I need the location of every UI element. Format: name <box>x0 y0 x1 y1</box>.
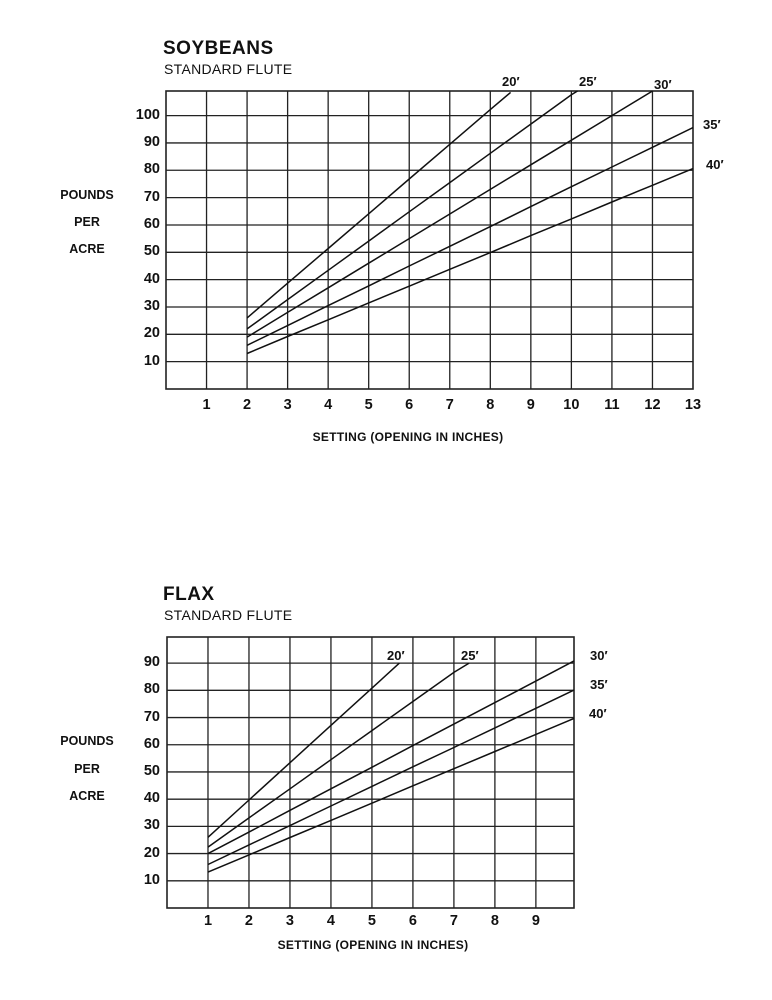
x-tick-label: 4 <box>326 913 335 929</box>
x-tick-label: 3 <box>285 913 294 929</box>
y-tick-label: 100 <box>135 106 160 123</box>
y-axis-label-line-3: ACRE <box>69 789 105 803</box>
series-line <box>246 91 512 319</box>
x-tick-label: 1 <box>203 913 213 929</box>
series-label: 35′ <box>703 117 721 132</box>
x-tick-label: 8 <box>490 913 499 929</box>
plot-frame <box>165 90 694 390</box>
series-line <box>246 90 653 338</box>
x-tick-label: 2 <box>243 397 252 413</box>
y-tick-label: 20 <box>143 844 160 861</box>
x-tick-label: 12 <box>644 397 661 413</box>
series-label: 40′ <box>589 706 607 721</box>
y-tick-label: 30 <box>143 297 160 314</box>
y-tick-label: 70 <box>143 188 160 205</box>
series-line <box>207 660 575 855</box>
y-tick-label: 10 <box>143 352 160 369</box>
y-tick-label: 50 <box>143 243 160 260</box>
series-label: 20′ <box>502 74 520 89</box>
y-tick-label: 90 <box>143 133 160 150</box>
x-tick-label: 6 <box>408 913 417 929</box>
x-tick-label: 7 <box>449 913 458 929</box>
chart-title: SOYBEANS <box>163 38 274 59</box>
series-line <box>246 126 694 346</box>
y-tick-label: 70 <box>143 708 160 725</box>
x-tick-label: 9 <box>531 913 540 929</box>
series-label: 35′ <box>590 677 608 692</box>
y-tick-label: 10 <box>143 871 160 888</box>
series-line <box>207 662 400 838</box>
series-label: 25′ <box>461 648 479 663</box>
y-tick-label: 60 <box>143 735 160 752</box>
y-axis-label-line-1: POUNDS <box>60 734 114 748</box>
chart-subtitle: STANDARD FLUTE <box>164 607 293 623</box>
y-tick-label: 40 <box>143 790 160 807</box>
x-tick-label: 11 <box>604 397 620 413</box>
chart-title: FLAX <box>163 584 215 605</box>
y-tick-label: 40 <box>143 270 160 287</box>
series-line <box>207 689 575 866</box>
y-tick-label: 50 <box>143 762 160 779</box>
x-tick-label: 13 <box>684 397 702 413</box>
x-tick-label: 1 <box>202 397 211 413</box>
x-tick-label: 2 <box>244 913 253 929</box>
y-axis-label-line-1: POUNDS <box>60 188 114 202</box>
y-tick-label: 80 <box>143 681 160 698</box>
y-tick-label: 90 <box>143 654 160 671</box>
x-tick-label: 5 <box>364 397 373 413</box>
series-line <box>207 717 575 873</box>
series-line <box>246 90 578 330</box>
y-tick-label: 80 <box>143 161 160 178</box>
x-tick-label: 5 <box>367 913 376 929</box>
x-tick-label: 10 <box>563 397 580 413</box>
x-tick-label: 7 <box>445 397 454 413</box>
x-tick-label: 6 <box>405 397 414 413</box>
series-label: 20′ <box>387 648 405 663</box>
series-label: 40′ <box>706 157 724 172</box>
x-tick-label: 8 <box>486 397 495 413</box>
chart-subtitle: STANDARD FLUTE <box>164 61 293 77</box>
series-label: 30′ <box>590 648 608 663</box>
y-axis-label-line-2: PER <box>74 762 100 776</box>
x-tick-label: 4 <box>324 397 333 413</box>
series-label: 30′ <box>654 77 672 92</box>
series-line <box>246 167 694 355</box>
x-axis-title: SETTING (OPENING IN INCHES) <box>312 430 504 444</box>
y-axis-label-line-2: PER <box>74 215 100 229</box>
y-tick-label: 60 <box>143 215 160 232</box>
x-tick-label: 3 <box>283 397 292 413</box>
series-line <box>207 662 470 848</box>
x-axis-title: SETTING (OPENING IN INCHES) <box>277 938 469 952</box>
y-tick-label: 30 <box>143 817 160 834</box>
y-axis-label-line-3: ACRE <box>69 242 105 256</box>
x-tick-label: 9 <box>526 397 535 413</box>
series-label: 25′ <box>579 74 597 89</box>
y-tick-label: 20 <box>143 325 160 342</box>
